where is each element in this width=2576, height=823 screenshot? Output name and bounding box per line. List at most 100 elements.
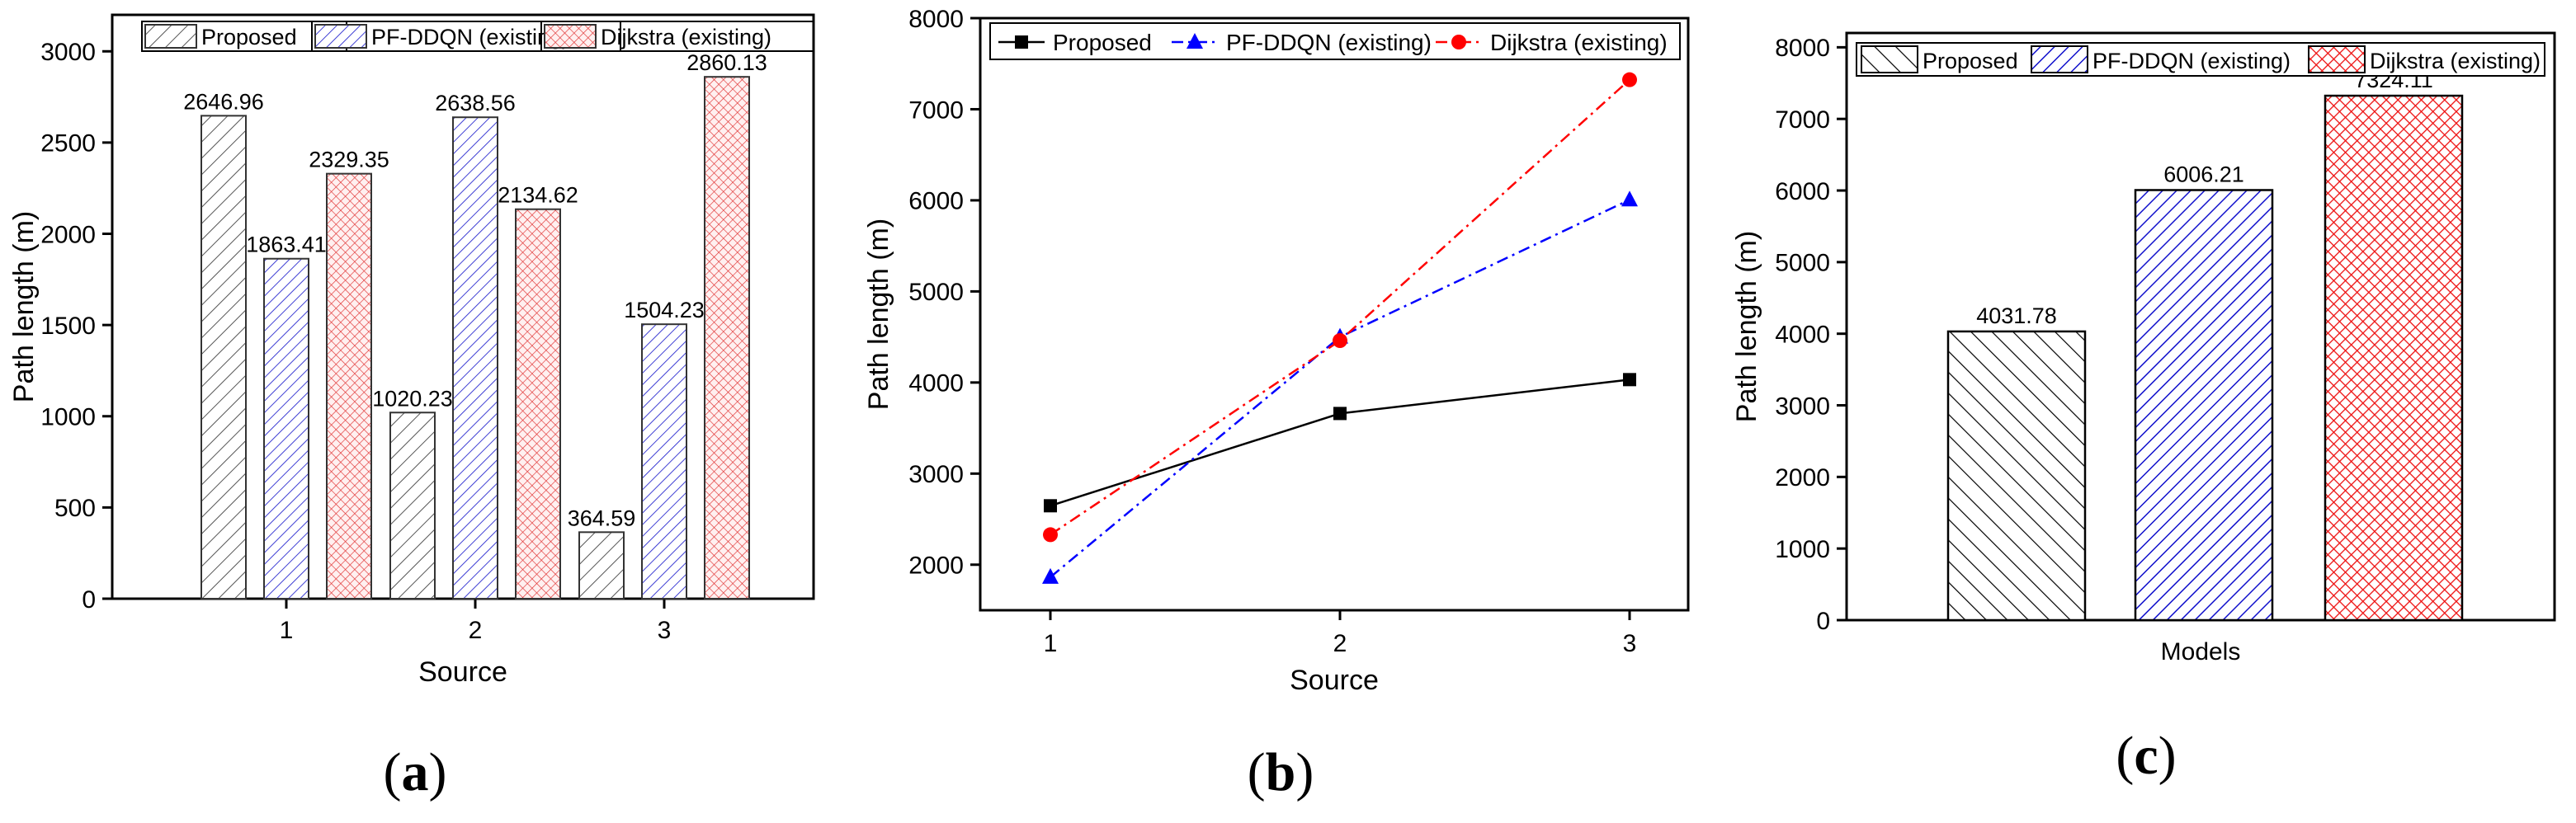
c-y-axis-label: Path length (m): [1731, 231, 1762, 422]
a-y-tick-label: 1500: [40, 313, 96, 340]
a-data-label: 1020.23: [372, 386, 453, 411]
b-data-point: [1042, 567, 1059, 584]
c-y-tick-label: 1000: [1775, 536, 1830, 563]
a-bar: [452, 116, 498, 600]
a-legend: Proposed PF-DDQN (existing) Dijkstra (exis…: [141, 21, 814, 52]
c-y-tick-label: 5000: [1775, 250, 1830, 277]
c-legend-label: PF-DDQN (existing): [2092, 49, 2291, 73]
a-data-label: 2638.56: [435, 91, 516, 115]
a-x-tick-label: 3: [658, 617, 672, 644]
a-legend-item-box: [311, 21, 621, 52]
b-series-line: [1050, 379, 1630, 507]
a-data-label: 2134.62: [498, 183, 578, 208]
b-data-point: [1623, 373, 1636, 387]
a-x-tick-label: 2: [469, 617, 483, 644]
b-legend-label: Proposed: [1053, 30, 1152, 55]
b-x-tick-label: 2: [1333, 630, 1347, 657]
a-data-label: 2646.96: [183, 89, 264, 114]
a-legend-item-box: [540, 21, 814, 52]
b-y-tick-label: 6000: [908, 188, 964, 215]
a-bar: [201, 115, 247, 600]
c-legend-swatch: [1861, 45, 1918, 73]
c-legend: Proposed PF-DDQN (existing) Dijkstra (exis…: [1856, 42, 2545, 77]
c-legend-label: Proposed: [1923, 49, 2018, 73]
b-data-point: [1043, 527, 1058, 543]
b-legend-box: [989, 22, 1681, 60]
a-bar: [704, 76, 750, 600]
c-bar: [2134, 189, 2274, 622]
panel-a-bar-chart: 0 500 1000 1500 2000 2500 3000 1 2 3 2646.96 1020.2…: [8, 13, 815, 688]
a-x-axis-label: Source: [418, 656, 507, 688]
b-x-axis-label: Source: [1290, 665, 1379, 696]
a-data-label: 2329.35: [309, 148, 389, 172]
c-legend-swatch: [2308, 45, 2366, 73]
b-legend: Proposed PF-DDQN (existing) Dijkstra (exis…: [989, 22, 1681, 60]
b-data-point: [1015, 35, 1028, 49]
b-y-tick-label: 4000: [908, 370, 964, 397]
b-data-point: [1622, 72, 1637, 87]
c-legend-box: [1856, 42, 2545, 77]
b-y-tick-label: 2000: [908, 553, 964, 580]
a-data-label: 2860.13: [686, 50, 767, 75]
b-y-axis-label: Path length (m): [863, 219, 894, 410]
a-legend-swatch: [314, 24, 367, 49]
b-legend-label: PF-DDQN (existing): [1226, 30, 1432, 55]
a-bar: [578, 531, 625, 600]
c-bar: [2324, 94, 2464, 622]
c-data-label: 6006.21: [2163, 162, 2244, 186]
a-bar: [641, 323, 687, 600]
b-data-point: [1333, 407, 1347, 421]
a-y-tick-label: 2500: [40, 130, 96, 158]
c-data-label: 4031.78: [1976, 303, 2057, 328]
b-data-point: [1187, 33, 1203, 49]
c-bar: [1946, 330, 2087, 622]
c-x-axis-label: Models: [2161, 638, 2241, 665]
c-y-tick-label: 6000: [1775, 178, 1830, 205]
a-data-label: 1504.23: [624, 298, 705, 322]
a-data-label: 364.59: [568, 506, 636, 530]
a-y-tick-label: 3000: [40, 39, 96, 66]
c-y-tick-label: 8000: [1775, 35, 1830, 62]
b-plot-frame: [979, 16, 1690, 612]
a-y-tick-label: 500: [54, 495, 96, 522]
a-y-tick-label: 0: [82, 586, 96, 614]
c-y-tick-label: 0: [1816, 608, 1830, 635]
b-y-tick-label: 3000: [908, 461, 964, 488]
a-legend-label: PF-DDQN (existing): [371, 25, 569, 49]
a-bar: [263, 257, 309, 600]
c-y-tick-label: 2000: [1775, 464, 1830, 491]
a-legend-swatch: [144, 24, 197, 49]
b-data-point: [1451, 35, 1466, 49]
a-data-label: 1863.41: [246, 233, 327, 257]
a-bar: [389, 412, 436, 600]
c-y-tick-label: 4000: [1775, 321, 1830, 348]
a-legend-label: Proposed: [201, 25, 297, 49]
a-y-tick-label: 2000: [40, 221, 96, 248]
panel-c-label: (c): [2116, 726, 2176, 786]
a-x-tick-label: 1: [280, 617, 294, 644]
b-data-point: [1333, 333, 1347, 349]
panel-c-bar-chart: 0 1000 2000 3000 4000 5000 6000 7000 8000 4031.78…: [1731, 31, 2556, 665]
a-y-axis-label: Path length (m): [8, 211, 40, 402]
a-legend-label: Dijkstra (existing): [601, 25, 771, 49]
b-series-line: [1050, 199, 1630, 578]
b-data-point: [1044, 499, 1057, 513]
b-y-tick-label: 7000: [908, 96, 964, 124]
b-series-line: [1050, 78, 1630, 536]
c-y-tick-label: 7000: [1775, 106, 1830, 134]
c-legend-swatch: [2031, 45, 2088, 73]
panel-b-label: (b): [1248, 742, 1314, 802]
b-data-point: [1621, 190, 1638, 207]
panel-a-label: (a): [384, 742, 447, 802]
b-legend-label: Dijkstra (existing): [1490, 30, 1668, 55]
a-bar: [326, 172, 372, 600]
c-legend-label: Dijkstra (existing): [2370, 49, 2541, 73]
b-y-tick-label: 5000: [908, 279, 964, 306]
b-x-tick-label: 3: [1623, 630, 1637, 657]
panel-b-line-chart: 2000 3000 4000 5000 6000 7000 8000 1 2 3 Source Pat…: [863, 6, 1690, 696]
b-y-tick-label: 8000: [908, 6, 964, 33]
a-bar: [515, 208, 561, 600]
a-y-tick-label: 1000: [40, 404, 96, 431]
c-y-tick-label: 3000: [1775, 393, 1830, 420]
